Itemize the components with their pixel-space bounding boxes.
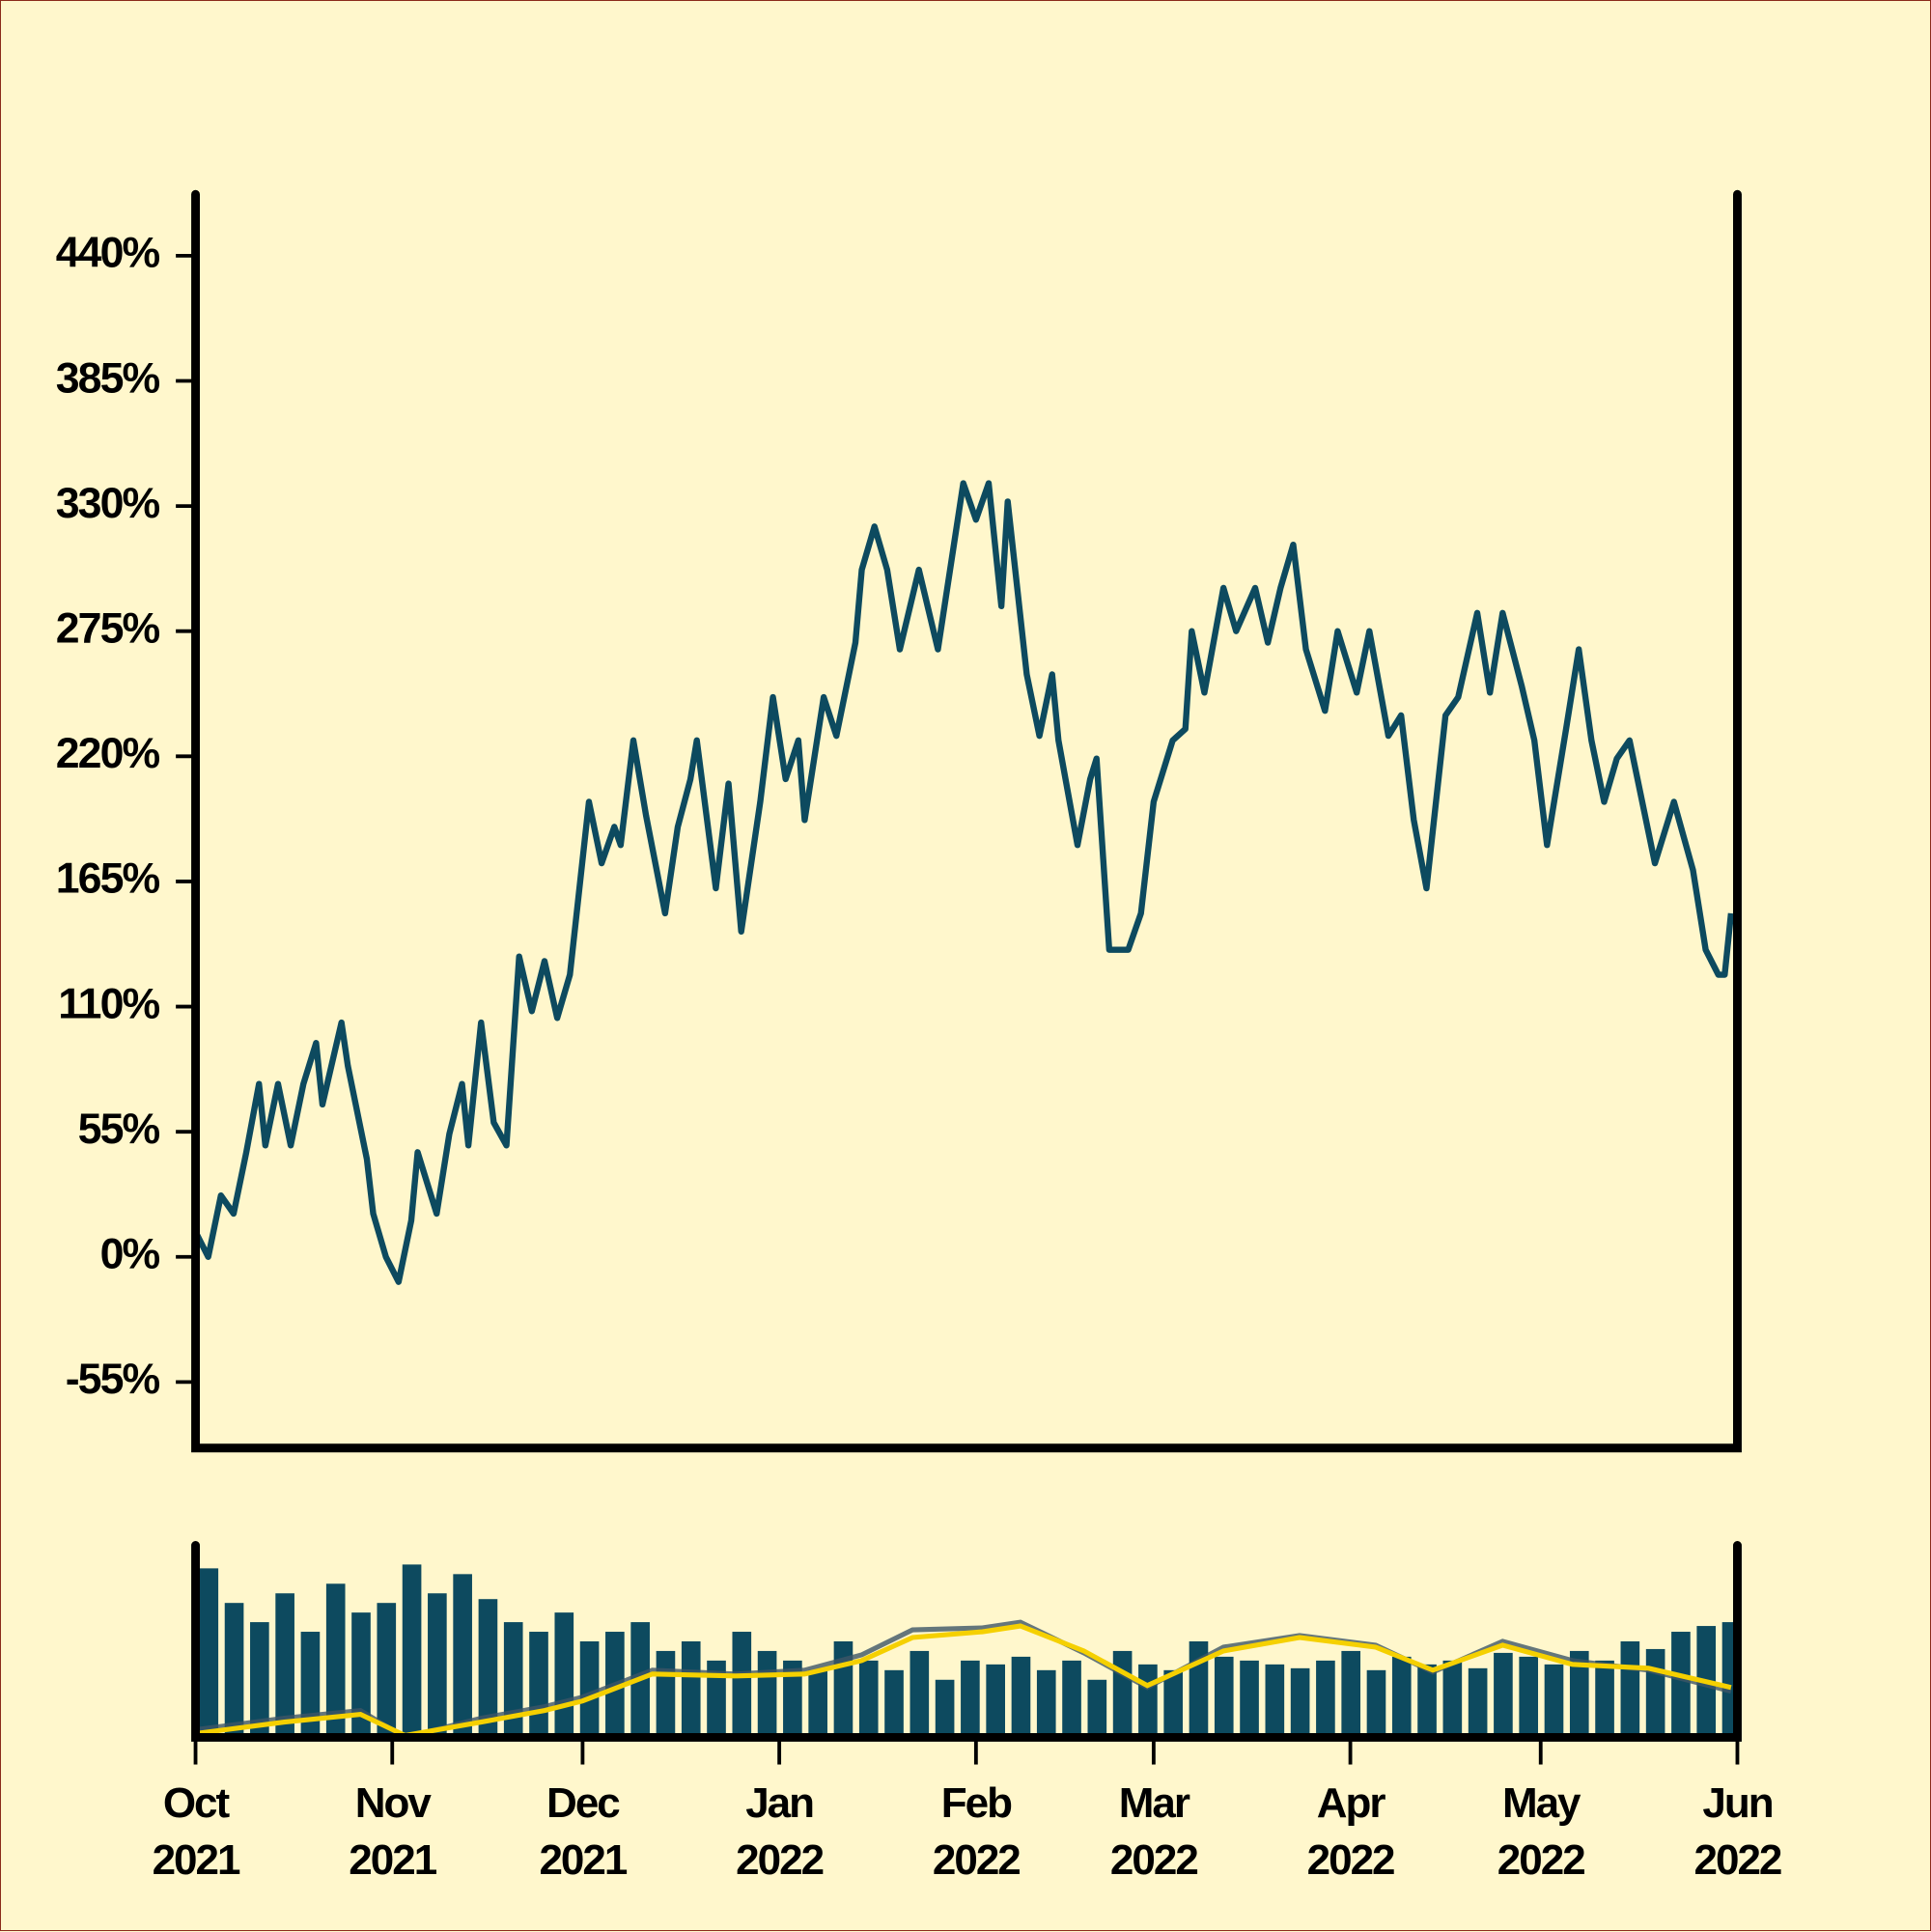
y-tick-label: 165% xyxy=(56,855,160,903)
volume-bar xyxy=(884,1669,904,1738)
volume-bar xyxy=(1036,1669,1056,1738)
volume-bar xyxy=(986,1664,1005,1738)
x-tick-label: Feb 2022 xyxy=(932,1778,1021,1884)
volume-bar xyxy=(402,1564,422,1738)
volume-bar xyxy=(428,1593,447,1738)
moving-average xyxy=(195,1623,1732,1739)
volume-bar xyxy=(707,1660,726,1738)
volume-bar xyxy=(757,1650,777,1738)
volume-bar xyxy=(529,1632,548,1738)
x-tick-label: May 2022 xyxy=(1497,1778,1586,1884)
volume-bar xyxy=(681,1640,701,1738)
y-tick-label: 0% xyxy=(100,1231,160,1278)
volume-bar xyxy=(1290,1667,1310,1738)
volume-bar xyxy=(275,1593,294,1738)
x-tick-label: Apr 2022 xyxy=(1306,1778,1396,1884)
volume-bar xyxy=(453,1574,472,1738)
volume-bar xyxy=(579,1640,600,1738)
axis-frame xyxy=(191,189,1742,1453)
volume-bar xyxy=(351,1612,371,1738)
volume-bar xyxy=(1671,1632,1691,1738)
x-tick-label: Oct 2021 xyxy=(152,1778,241,1884)
volume-bar xyxy=(1163,1669,1184,1738)
volume-bar xyxy=(1595,1660,1614,1738)
volume-bar xyxy=(1316,1660,1335,1738)
volume-bar xyxy=(961,1660,980,1738)
volume-bar xyxy=(1468,1667,1488,1738)
y-tick-label: -55% xyxy=(66,1356,160,1403)
volume-bar xyxy=(1138,1664,1158,1738)
volume-bar xyxy=(808,1669,827,1738)
volume-bar xyxy=(377,1603,397,1738)
volume-bar xyxy=(1087,1679,1107,1738)
volume-bar xyxy=(1645,1648,1665,1738)
volume-bar xyxy=(1112,1650,1133,1738)
y-tick-label: 330% xyxy=(56,480,160,527)
x-tick-label: Nov 2021 xyxy=(349,1778,437,1884)
axis-frame xyxy=(191,1541,1742,1742)
volume-bar xyxy=(503,1622,523,1738)
volume-bar xyxy=(250,1622,269,1738)
volume-bar xyxy=(224,1603,244,1738)
volume-bar xyxy=(325,1583,346,1738)
y-tick-label: 275% xyxy=(56,605,160,653)
x-tick-label: Jun 2022 xyxy=(1693,1778,1783,1884)
volume-bar xyxy=(1620,1640,1640,1738)
x-tick-label: Dec 2021 xyxy=(539,1778,628,1884)
volume-bar xyxy=(1544,1664,1564,1738)
volume-bar xyxy=(1240,1660,1259,1738)
volume-bar xyxy=(1442,1660,1463,1738)
volume-bar xyxy=(478,1599,498,1738)
volume-bar xyxy=(656,1650,676,1738)
price-line xyxy=(192,480,1735,1285)
volume-bar xyxy=(199,1568,219,1738)
volume-bar xyxy=(1417,1664,1437,1738)
x-tick-label: Jan 2022 xyxy=(736,1778,825,1884)
y-tick-label: 55% xyxy=(78,1106,160,1153)
volume-bar xyxy=(1391,1656,1412,1738)
volume-bar xyxy=(1366,1669,1386,1738)
volume-bar xyxy=(1341,1650,1361,1738)
volume-bar xyxy=(1569,1650,1589,1738)
volume-bar xyxy=(1265,1664,1285,1738)
volume-bar xyxy=(1214,1656,1234,1738)
volume-bar xyxy=(1494,1652,1513,1738)
y-tick-label: 385% xyxy=(56,354,160,402)
x-tick-label: Mar 2022 xyxy=(1109,1778,1199,1884)
y-tick-label: 110% xyxy=(58,980,159,1027)
volume-bar xyxy=(935,1679,955,1738)
volume-bar xyxy=(858,1660,879,1738)
volume-bar xyxy=(783,1660,802,1738)
volume-bar xyxy=(554,1612,574,1738)
volume-bar xyxy=(1011,1656,1031,1738)
volume-bar xyxy=(910,1650,930,1738)
volume-bar xyxy=(300,1632,321,1738)
y-tick-label: 220% xyxy=(56,730,160,777)
y-tick-label: 440% xyxy=(56,230,160,277)
volume-bar xyxy=(1519,1656,1539,1738)
volume-bar xyxy=(1062,1660,1081,1738)
volume-bar xyxy=(732,1632,752,1738)
